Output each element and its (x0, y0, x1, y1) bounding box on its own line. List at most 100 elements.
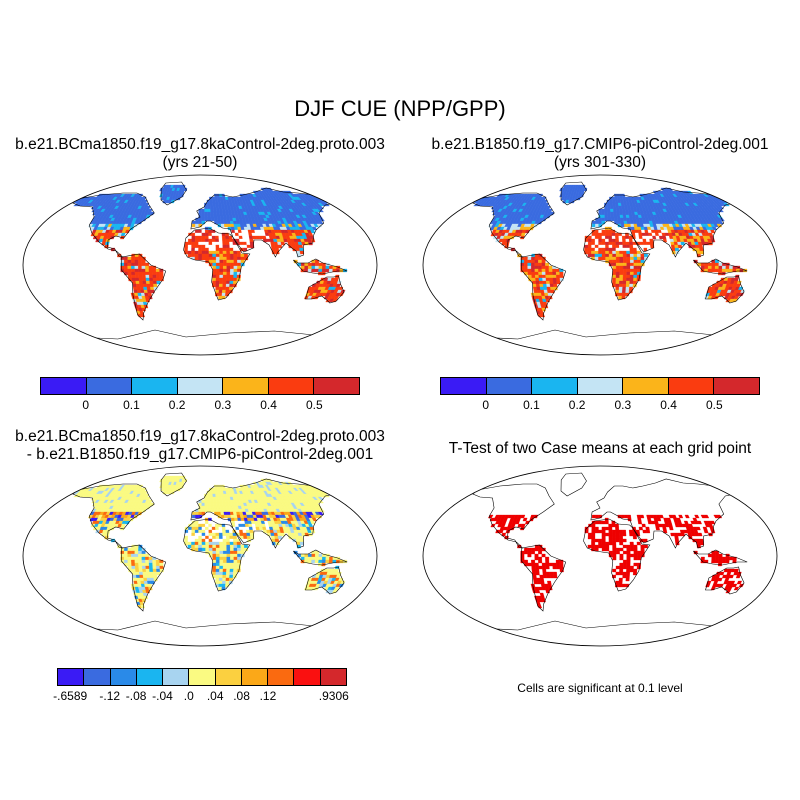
panel-3-grid-cell (152, 565, 157, 570)
panel-3-grid-cell (210, 505, 215, 510)
panel-2-grid-cell (613, 208, 617, 213)
panel-2-grid-cell (538, 274, 543, 279)
panel-1-grid-cell (208, 241, 213, 246)
panel-1-grid-cell (222, 247, 227, 252)
panel-1-grid-cell (208, 250, 213, 255)
panel-3-grid-cell (198, 511, 202, 516)
panel-1-grid-cell (218, 241, 223, 246)
panel-4-grid-cell (605, 532, 609, 537)
panel-2-grid-cell (594, 241, 599, 246)
panel-3-grid-cell (235, 526, 240, 531)
panel-4-grid-cell (601, 538, 606, 543)
panel-4-grid-cell (722, 556, 727, 561)
panel-2-grid-cell (591, 250, 596, 255)
panel-1-grid-cell (191, 244, 196, 249)
panel-3-grid-cell (215, 580, 220, 585)
panel-2-grid-cell (608, 229, 612, 234)
panel-4-grid-cell (633, 550, 638, 555)
panel-1-grid-cell (222, 238, 227, 243)
panel-4-grid-cell (622, 532, 627, 537)
panel-3-colorbar-swatch-0 (58, 669, 85, 685)
panel-1-grid-cell (299, 247, 304, 252)
panel-2-grid-cell (629, 286, 634, 291)
panel-3-colorbar-tick-label: -.04 (152, 689, 173, 703)
panel-1-coast-gl (160, 181, 187, 206)
panel-3-grid-cell (201, 505, 205, 510)
panel-4-grid-cell (608, 541, 613, 546)
panel-4-grid-cell (535, 568, 540, 573)
panel-4-grid-cell (692, 517, 698, 522)
panel-2-grid-cell (608, 235, 613, 240)
panel-1-grid-cell (201, 241, 206, 246)
panel-2-grid-cell (580, 190, 585, 195)
panel-3-grid-cell (215, 523, 219, 528)
panel-1-grid-cell (231, 229, 236, 234)
panel-4-coast-eu (590, 478, 736, 549)
panel-1-grid-cell (325, 265, 330, 270)
panel-3-grid-cell (152, 568, 157, 573)
panel-1-grid-cell (208, 247, 213, 252)
panel-1-coast-eu (190, 187, 336, 258)
panel-3-grid-cell (139, 577, 145, 582)
panel-2-grid-cell (637, 256, 641, 261)
panel-2-grid-cell (608, 250, 613, 255)
panel-4-grid-cell (527, 550, 532, 555)
panel-4-grid-cell (534, 565, 540, 570)
panel-1-grid-cell (145, 265, 150, 270)
panel-1-grid-cell (198, 238, 203, 243)
panel-2-grid-cell (532, 283, 537, 288)
panel-2-grid-cell (612, 265, 617, 270)
panel-2-grid-cell (711, 226, 718, 231)
panel-2-grid-cell (638, 235, 643, 240)
panel-1-grid-cell (205, 250, 210, 255)
panel-1-grid-cell (191, 235, 196, 240)
panel-1-grid-cell (307, 268, 312, 273)
panel-2-grid-cell (604, 211, 608, 216)
panel-4-grid-cell (541, 553, 546, 558)
panel-4-grid-cell (626, 544, 631, 549)
panel-3-grid-cell (221, 580, 226, 585)
panel-1-grid-cell (215, 280, 220, 285)
panel-2-grid-cell (604, 208, 608, 213)
panel-3-coast-au (305, 566, 345, 595)
panel-1-grid-cell (145, 277, 150, 282)
panel-4-grid-cell (619, 547, 624, 552)
panel-4-grid-cell (728, 574, 734, 579)
panel-1-colorbar-swatch-6 (314, 378, 360, 394)
panel-4-grid-cell (487, 514, 494, 519)
panel-1-grid-cell (152, 277, 157, 282)
panel-2-grid-cell (608, 256, 613, 261)
panel-2-grid-cell (633, 271, 638, 276)
panel-3-grid-cell (222, 544, 227, 549)
panel-2-grid-cell (594, 238, 599, 243)
panel-1-grid-cell (191, 241, 196, 246)
panel-1-grid-cell (237, 259, 242, 264)
panel-1-grid-cell (213, 208, 217, 213)
panel-1-grid-cell (208, 235, 213, 240)
panel-1-grid-cell (152, 280, 158, 285)
panel-1-grid-cell (233, 274, 238, 279)
panel-2-grid-cell (618, 235, 623, 240)
panel-1-grid-cell (233, 259, 238, 264)
panel-2-grid-cell (623, 265, 627, 270)
panel-2-grid-cell (629, 274, 634, 279)
panel-3-grid-cell (208, 550, 213, 555)
panel-1-grid-cell (135, 280, 140, 285)
panel-1-grid-cell (229, 283, 234, 288)
panel-2-grid-cell (625, 244, 630, 249)
panel-4-grid-cell (608, 523, 613, 528)
panel-1-grid-cell (215, 259, 220, 264)
panel-1-grid-cell (138, 274, 143, 279)
panel-1-grid-cell (192, 220, 196, 225)
panel-2-grid-cell (725, 268, 730, 273)
panel-4-grid-cell (531, 559, 536, 564)
panel-4-grid-cell (639, 514, 645, 519)
panel-3-grid-cell (141, 565, 147, 570)
panel-3-grid-cell (201, 508, 206, 513)
panel-3-grid-cell (208, 538, 213, 543)
panel-1-grid-cell (304, 265, 309, 270)
panel-1-grid-cell (159, 274, 164, 279)
panel-4-grid-cell (555, 562, 560, 567)
panel-2-grid-cell (545, 271, 550, 276)
panel-2-coast-gl (560, 181, 587, 206)
